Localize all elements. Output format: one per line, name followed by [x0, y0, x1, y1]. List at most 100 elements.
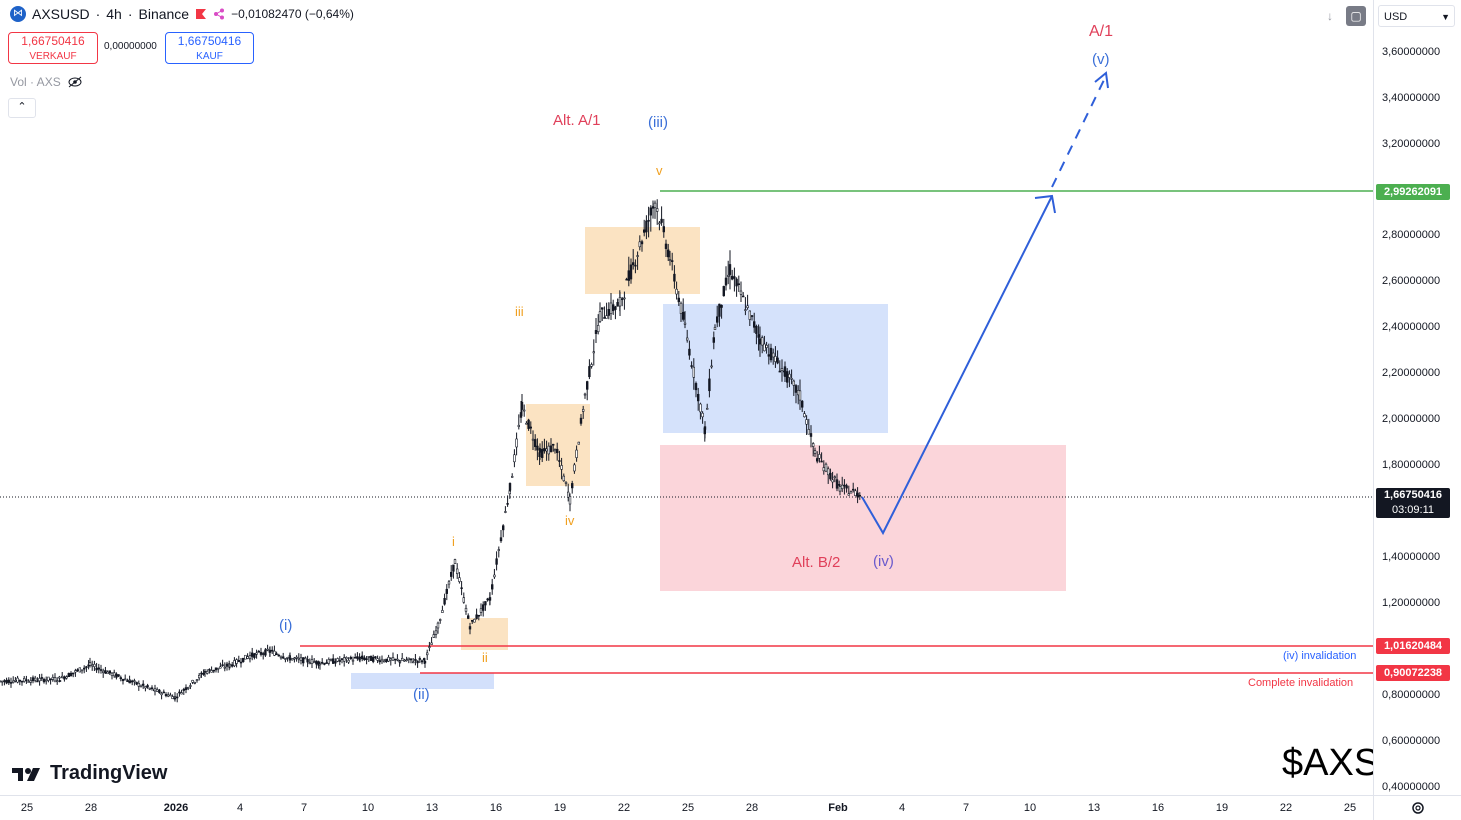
alt-b2-target-zone	[660, 445, 1066, 591]
time-tick-label: 19	[553, 802, 567, 814]
candle-body	[712, 337, 716, 343]
candle-body	[418, 658, 421, 660]
candle-body	[53, 677, 57, 682]
current-price: 1,66750416	[1383, 489, 1443, 501]
price-tick-label: 2,40000000	[1382, 321, 1441, 333]
candle-body	[486, 598, 489, 601]
candle-body	[121, 678, 125, 682]
fullscreen-icon[interactable]: ▢	[1346, 6, 1366, 26]
candle-body	[327, 659, 330, 664]
candle-body	[88, 662, 92, 666]
price-chart[interactable]	[0, 0, 1373, 795]
eye-hidden-icon[interactable]	[67, 76, 83, 88]
candle-body	[184, 687, 188, 691]
wave-v-orange-zone	[585, 227, 700, 294]
candle-body	[67, 673, 71, 678]
candle-body	[102, 670, 105, 674]
candle-body	[3, 680, 6, 682]
a1-label: A/1	[1089, 23, 1114, 40]
candle-body	[800, 400, 804, 408]
candle-body	[376, 658, 379, 661]
download-icon[interactable]: ↓	[1327, 9, 1333, 23]
candle-body	[545, 448, 548, 452]
candle-body	[670, 260, 674, 262]
complete-invalidation-price-tag: 0,90072238	[1376, 665, 1450, 681]
candle-body	[508, 483, 512, 491]
price-axis[interactable]	[1373, 0, 1461, 795]
candle-body	[18, 679, 21, 682]
candle-body	[771, 352, 775, 358]
candle-body	[809, 433, 813, 437]
currency-select[interactable]: USD ▼	[1378, 5, 1455, 27]
timeframe[interactable]: 4h	[106, 6, 122, 22]
time-tick-label: 19	[1215, 802, 1229, 814]
candle-body	[264, 649, 267, 656]
collapse-button[interactable]: ⌃	[8, 98, 36, 118]
candle-body	[778, 370, 782, 373]
candle-body	[117, 674, 120, 677]
candle-body	[329, 659, 333, 661]
candle-body	[504, 511, 507, 513]
candle-body	[253, 653, 256, 658]
tradingview-logo[interactable]: TradingView	[12, 762, 167, 785]
price-tick-label: 2,60000000	[1382, 275, 1441, 287]
sell-price: 1,66750416	[21, 34, 85, 48]
sell-button[interactable]: 1,66750416 VERKAUF	[8, 32, 98, 64]
buy-button[interactable]: 1,66750416 KAUF	[165, 32, 254, 64]
candle-body	[378, 660, 381, 663]
candle-body	[405, 659, 408, 661]
candle-body	[660, 218, 663, 223]
time-axis[interactable]	[0, 795, 1373, 820]
candle-body	[501, 525, 505, 531]
candle-body	[334, 661, 337, 664]
candle-body	[353, 656, 357, 659]
candle-body	[228, 664, 232, 667]
candle-body	[462, 597, 465, 603]
candle-body	[239, 661, 243, 664]
flag-icon[interactable]	[195, 8, 207, 20]
candle-body	[308, 662, 311, 665]
candle-body	[237, 660, 240, 662]
candle-body	[741, 295, 745, 298]
candle-body	[434, 630, 438, 635]
candle-body	[110, 672, 114, 676]
symbol-header[interactable]: ⋈ AXSUSD · 4h · Binance −0,01082470 (−0,…	[10, 6, 354, 22]
candle-body	[221, 664, 224, 666]
axis-settings[interactable]	[1373, 795, 1461, 820]
candle-body	[629, 264, 633, 280]
candle-body	[288, 657, 292, 661]
candle-body	[301, 657, 305, 664]
candle-body	[398, 661, 402, 663]
wave-i-orange-label: i	[452, 534, 455, 549]
time-tick-label: 2026	[163, 802, 189, 814]
candle-body	[543, 447, 546, 452]
wave-ii-blue-label: (ii)	[413, 686, 430, 703]
candle-body	[592, 351, 596, 354]
candle-body	[162, 691, 165, 694]
volume-indicator[interactable]: Vol · AXS	[10, 75, 83, 89]
candle-body	[5, 679, 8, 684]
candle-body	[820, 460, 823, 463]
candle-body	[403, 659, 406, 662]
candle-body	[299, 657, 303, 661]
candle-body	[268, 650, 272, 653]
wave-iv-blue-label: (iv)	[873, 553, 894, 570]
candle-body	[579, 417, 583, 424]
share-icon[interactable]	[213, 8, 225, 20]
candle-body	[47, 676, 50, 681]
candle-body	[338, 660, 341, 662]
candle-body	[645, 220, 648, 233]
candle-body	[783, 366, 787, 377]
candle-body	[80, 669, 84, 672]
candle-body	[748, 310, 752, 320]
candle-body	[638, 241, 642, 248]
candle-body	[840, 484, 844, 489]
candle-body	[51, 677, 55, 680]
candle-body	[49, 678, 52, 681]
candle-body	[0, 680, 2, 683]
candle-body	[74, 670, 77, 673]
time-tick-label: 28	[84, 802, 98, 814]
candle-body	[460, 587, 463, 590]
gear-icon[interactable]	[1411, 801, 1425, 815]
wave-i-blue-label: (i)	[279, 617, 293, 634]
